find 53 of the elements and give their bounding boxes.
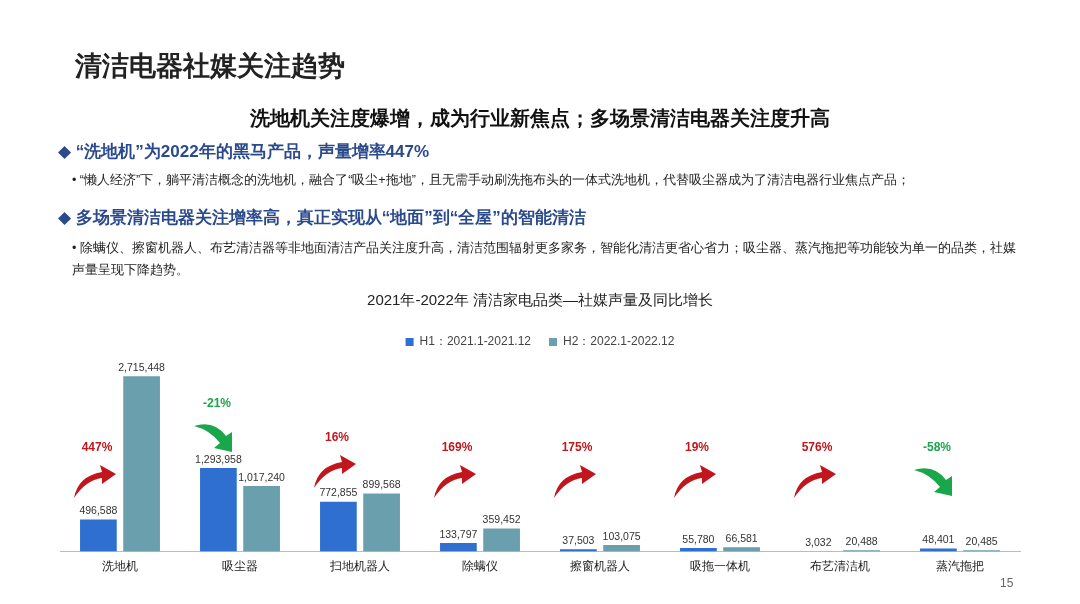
annotation: 19%: [684, 440, 710, 454]
data-label: 37,503: [562, 533, 595, 546]
data-label: 133,797: [439, 527, 478, 540]
annotation: -21%: [202, 396, 232, 411]
bar: [200, 468, 237, 552]
x-tick-label: 布艺清洁机: [810, 559, 870, 574]
data-label: 359,452: [482, 513, 521, 526]
text: 洗地机关注度爆增，成为行业新焦点；多场景清洁电器关注度升高: [249, 106, 831, 131]
x-tick-label: 扫地机器人: [329, 559, 390, 574]
text: ◆ 多场景清洁电器关注增率高，真正实现从“地面”到“全屋”的智能清洁: [58, 207, 586, 229]
bar: [243, 485, 280, 552]
annotation: 576%: [800, 440, 834, 454]
data-label: 66,581: [725, 531, 758, 544]
data-label: 103,075: [602, 529, 641, 542]
data-label: 3,032: [805, 536, 832, 549]
bar: [123, 376, 160, 552]
x-tick-label: 除螨仪: [462, 559, 498, 574]
data-label: 772,855: [319, 486, 358, 499]
annotation: -58%: [922, 440, 952, 454]
data-label: 496,588: [79, 504, 118, 517]
x-tick-label: 洗地机: [102, 559, 138, 574]
bar: [80, 519, 117, 552]
data-label: 20,485: [965, 534, 998, 547]
data-label: 1,017,240: [238, 470, 286, 483]
data-label: 48,401: [922, 533, 955, 546]
bar: [483, 528, 520, 552]
text: ◆ “洗地机”为2022年的黑马产品，声量增率447%: [58, 141, 430, 163]
legend-label: H1：2021.1-2021.12: [419, 334, 532, 349]
bar: [320, 501, 357, 552]
bar: [603, 544, 640, 552]
annotation: 169%: [440, 440, 474, 454]
x-tick-label: 吸尘器: [222, 559, 258, 574]
data-label: 2,715,448: [118, 361, 166, 373]
x-tick-label: 吸拖一体机: [690, 559, 750, 574]
x-tick-label: 擦窗机器人: [570, 559, 630, 574]
annotation: 447%: [80, 440, 114, 454]
x-tick-label: 蒸汽拖把: [936, 559, 984, 574]
data-label: 20,488: [845, 534, 878, 547]
bar: [363, 493, 400, 552]
legend-label: H2：2022.1-2022.12: [563, 334, 675, 349]
bar: [920, 548, 957, 552]
data-label: 899,568: [362, 478, 401, 491]
text: • 除螨仪、擦窗机器人、布艺清洁器等非地面清洁产品关注度升高，清洁范围辐射更多家务，智能化清洁更省心省力；吸尘器、蒸汽拖把等功能较为单一的品类，社媒声量呈现下降趋势。: [72, 240, 1017, 279]
bar: [440, 542, 477, 552]
annotation: 175%: [560, 440, 594, 454]
bar: [723, 547, 760, 552]
annotation: 16%: [324, 429, 350, 444]
text: 清洁电器社媒关注趋势: [75, 50, 345, 83]
data-label: 1,293,958: [195, 452, 242, 465]
text: 15: [1000, 576, 1014, 590]
data-label: 55,780: [682, 532, 715, 545]
text: • “懒人经济”下，躺平清洁概念的洗地机，融合了“吸尘+拖地”，且无需手动刷洗拖布头的一体式洗地机，代替吸尘器成为了清洁电器行业焦点产品；: [72, 172, 911, 189]
chart-title: 2021年-2022年 清洁家电品类—社媒声量及同比增长: [367, 291, 713, 309]
